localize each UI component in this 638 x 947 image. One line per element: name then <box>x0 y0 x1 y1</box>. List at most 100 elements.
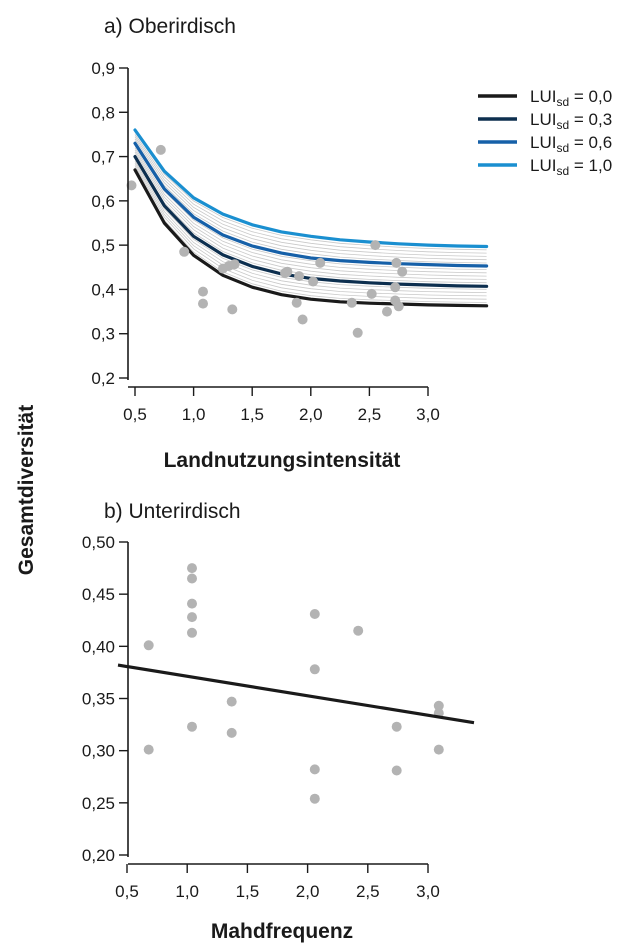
x-tick-label: 3,0 <box>416 882 440 901</box>
legend-label-0: LUIsd = 0,0 <box>530 87 612 109</box>
legend-label-1: LUIsd = 0,3 <box>530 110 612 132</box>
data-point <box>315 257 326 268</box>
panel-a-y-ticks: 0,2 0,3 0,4 0,5 0,6 0,7 0,8 0,9 <box>91 59 128 388</box>
data-point <box>297 314 308 325</box>
series-curve-3 <box>133 128 489 249</box>
interpolated-curve <box>134 138 487 261</box>
y-tick-label: 0,8 <box>91 103 115 122</box>
y-tick-label: 0,30 <box>82 742 115 761</box>
data-point <box>187 721 197 732</box>
data-point <box>308 276 319 287</box>
interpolated-curve <box>134 147 487 274</box>
interpolated-curve <box>134 151 487 280</box>
panel-a-x-ticks: 0,5 1,0 1,5 2,0 2,5 3,0 <box>123 387 440 424</box>
y-tick-label: 0,50 <box>82 533 115 552</box>
panel-b-y-ticks: 0,20 0,25 0,30 0,35 0,40 0,45 0,50 <box>82 533 128 865</box>
regression-line <box>117 663 475 725</box>
data-point <box>198 298 208 309</box>
data-point <box>353 625 364 636</box>
data-point <box>433 700 444 711</box>
panel-b-x-ticks: 0,5 1,0 1,5 2,0 2,5 3,0 <box>115 864 440 901</box>
data-point <box>433 744 444 755</box>
x-tick-label: 2,0 <box>299 405 323 424</box>
data-point <box>143 744 154 755</box>
data-point <box>382 306 392 317</box>
data-point <box>309 793 320 804</box>
data-point <box>179 246 190 257</box>
data-point <box>309 609 320 619</box>
data-point <box>226 727 237 738</box>
interpolated-curve <box>134 145 487 270</box>
interpolated-curve <box>134 163 487 297</box>
y-tick-label: 0,7 <box>91 148 115 167</box>
interpolated-curve <box>134 165 487 300</box>
y-tick-label: 0,45 <box>82 585 115 604</box>
series-curve-2 <box>133 141 489 268</box>
y-tick-label: 0,5 <box>91 236 115 255</box>
legend-label-3: LUIsd = 1,0 <box>530 156 612 178</box>
panel-a-title: a) Oberirdisch <box>104 15 236 38</box>
data-point <box>309 764 320 775</box>
data-point <box>366 288 377 299</box>
x-tick-label: 0,5 <box>115 882 139 901</box>
panel-a-x-axis-title: Landnutzungsintensität <box>164 449 401 472</box>
interpolated-curve <box>134 154 487 284</box>
data-point <box>294 271 305 282</box>
series-curve-1 <box>133 155 489 288</box>
interpolated-curve <box>134 156 487 287</box>
x-tick-label: 1,0 <box>182 405 206 424</box>
data-point <box>390 282 401 293</box>
y-tick-label: 0,2 <box>91 369 115 388</box>
panel-b-x-axis-title: Mahdfrequenz <box>211 920 353 943</box>
y-axis-title: Gesamtdiversität <box>15 405 38 575</box>
data-point <box>126 180 137 191</box>
data-point <box>187 612 197 623</box>
data-point <box>391 721 402 732</box>
panel-b-regression-line <box>117 663 475 725</box>
series-curve-0 <box>133 168 489 308</box>
panel-a-points <box>126 144 408 338</box>
interpolated-curve <box>134 140 487 264</box>
interpolated-curve <box>134 149 487 277</box>
data-point <box>391 257 402 268</box>
data-point <box>226 696 237 707</box>
interpolated-curve <box>134 167 487 303</box>
data-point <box>229 259 240 270</box>
x-tick-label: 3,0 <box>416 405 440 424</box>
data-point <box>352 327 363 338</box>
data-point <box>291 297 302 308</box>
x-tick-label: 1,0 <box>175 882 199 901</box>
x-tick-label: 1,5 <box>236 882 260 901</box>
y-tick-label: 0,35 <box>82 690 115 709</box>
y-tick-label: 0,25 <box>82 794 115 813</box>
panel-a-aboveground: a) Oberirdisch 0,20,30,40,50,60,70,80,9 … <box>91 15 612 472</box>
data-point <box>391 765 402 776</box>
panel-b-points <box>143 563 444 804</box>
panel-a-axes <box>127 68 428 388</box>
x-tick-label: 1,5 <box>240 405 264 424</box>
y-tick-label: 0,6 <box>91 192 115 211</box>
data-point <box>187 627 197 638</box>
data-point <box>282 266 293 277</box>
y-tick-label: 0,20 <box>82 846 115 865</box>
interpolated-curve <box>134 136 487 257</box>
data-point <box>393 301 404 312</box>
panel-b-title: b) Unterirdisch <box>104 500 241 523</box>
data-point <box>397 266 408 277</box>
data-point <box>309 664 320 675</box>
x-tick-label: 2,0 <box>296 882 320 901</box>
data-point <box>346 297 357 308</box>
legend-label-2: LUIsd = 0,6 <box>530 133 612 155</box>
data-point <box>187 573 197 584</box>
interpolated-curve <box>134 134 487 254</box>
panel-a-curves <box>133 128 489 308</box>
y-tick-label: 0,40 <box>82 637 115 656</box>
data-point <box>370 240 381 251</box>
data-point <box>227 304 238 315</box>
panel-b-axes <box>127 542 428 865</box>
data-point <box>155 144 166 155</box>
x-tick-label: 2,5 <box>358 405 382 424</box>
data-point <box>198 286 208 297</box>
